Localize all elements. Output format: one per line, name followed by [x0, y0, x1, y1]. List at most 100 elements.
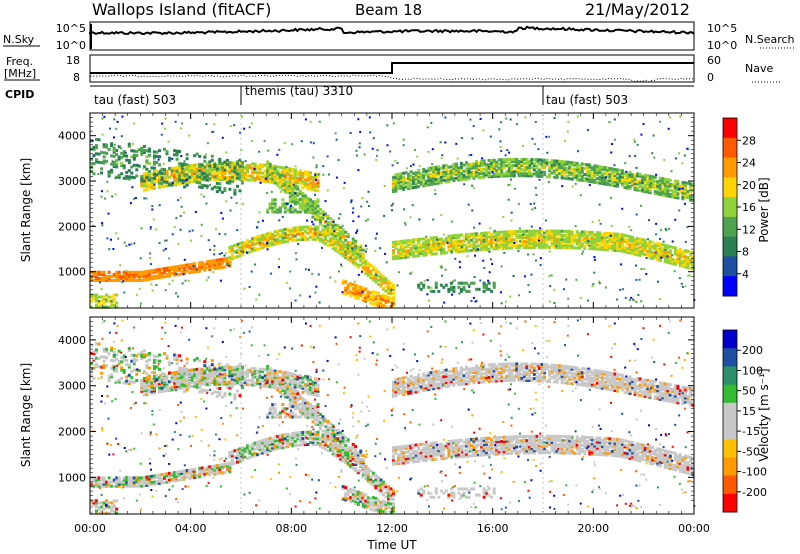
power-cell	[190, 170, 194, 174]
power-cell	[651, 255, 655, 258]
power-noise-cell	[655, 233, 658, 236]
power-cell	[437, 248, 441, 251]
power-cell	[487, 159, 491, 162]
power-cell	[399, 176, 403, 180]
power-cell	[331, 238, 335, 242]
power-cell	[311, 186, 315, 190]
power-cell	[623, 248, 627, 252]
power-cell	[608, 244, 612, 248]
power-noise-cell	[386, 144, 389, 147]
power-cell	[286, 180, 290, 184]
power-cell	[102, 143, 106, 147]
power-cell	[127, 276, 131, 280]
power-cell	[356, 295, 360, 299]
power-cell	[173, 271, 177, 275]
power-cell	[349, 249, 353, 253]
power-cell	[540, 158, 544, 162]
power-cell	[165, 176, 169, 180]
power-cell	[595, 241, 599, 245]
velocity-cell	[220, 467, 224, 471]
velocity-cell	[90, 476, 93, 480]
power-cell	[432, 246, 436, 250]
power-cell	[223, 168, 227, 172]
power-cell	[548, 245, 551, 249]
power-noise-cell	[267, 149, 270, 152]
velocity-cell	[238, 451, 242, 455]
power-cell	[540, 245, 544, 249]
power-cell	[306, 227, 310, 231]
power-cell	[301, 194, 305, 198]
power-cell	[459, 172, 463, 176]
power-cell	[303, 180, 307, 184]
power-cell	[344, 288, 348, 292]
power-cell	[424, 181, 428, 185]
power-cell	[268, 235, 272, 239]
power-cell	[205, 168, 209, 172]
power-noise-cell	[350, 201, 353, 204]
velocity-cell	[100, 478, 104, 482]
power-cell	[366, 267, 370, 271]
power-cell	[271, 179, 275, 183]
power-cell	[326, 216, 330, 220]
power-cell	[439, 239, 443, 243]
power-noise-cell	[294, 192, 297, 195]
power-cell	[291, 239, 295, 242]
velocity-cell	[223, 464, 227, 468]
power-cell	[600, 182, 604, 185]
power-noise-cell	[158, 242, 161, 244]
power-cell	[507, 234, 511, 238]
power-cell	[605, 180, 609, 184]
velocity-cell	[246, 448, 249, 452]
velocity-cell	[218, 467, 222, 471]
power-noise-cell	[155, 284, 158, 287]
nsky-label: N.Sky	[3, 33, 35, 46]
power-cell	[392, 297, 395, 301]
power-cell	[623, 238, 627, 242]
power-cell	[465, 245, 468, 249]
power-cell	[198, 167, 202, 171]
velocity-cell	[173, 475, 177, 479]
velocity-cell	[258, 452, 262, 456]
power-noise-cell	[117, 237, 120, 240]
velocity-cell	[268, 436, 272, 440]
power-cell	[303, 196, 307, 200]
power-cell	[558, 244, 562, 247]
power-noise-cell	[142, 167, 145, 170]
velocity-cell	[122, 484, 126, 488]
power-cell	[165, 172, 169, 175]
power-cell	[110, 162, 114, 166]
power-cell	[477, 163, 481, 167]
power-noise-cell	[240, 180, 243, 182]
velocity-cell	[208, 465, 212, 469]
power-cell	[424, 171, 428, 175]
power-cell	[117, 270, 121, 274]
power-cell	[689, 258, 692, 262]
power-cell	[497, 238, 501, 242]
power-cell	[495, 230, 499, 234]
velocity-cell	[165, 474, 169, 478]
velocity-cell	[160, 477, 164, 481]
power-cell	[205, 176, 209, 180]
power-noise-cell	[322, 173, 325, 176]
power-cell	[286, 184, 290, 188]
power-cell	[611, 181, 614, 185]
power-cell	[470, 166, 473, 170]
power-cell	[371, 276, 375, 280]
power-cell	[643, 173, 647, 177]
power-cell	[301, 200, 305, 204]
power-cell	[490, 158, 494, 162]
power-cell	[122, 150, 126, 154]
power-cell	[344, 255, 348, 259]
power-cell	[548, 229, 551, 233]
power-cell	[311, 208, 315, 212]
power-cell	[560, 162, 564, 166]
power-cell	[281, 202, 285, 206]
power-cell	[273, 171, 277, 175]
power-cell	[160, 178, 164, 181]
nave-tick-bottom: 0	[707, 71, 714, 84]
power-cell	[683, 193, 687, 197]
power-cell	[110, 168, 114, 172]
power-cell	[417, 283, 421, 287]
y-tick-label: 2000	[58, 220, 86, 233]
power-cell	[449, 285, 453, 289]
